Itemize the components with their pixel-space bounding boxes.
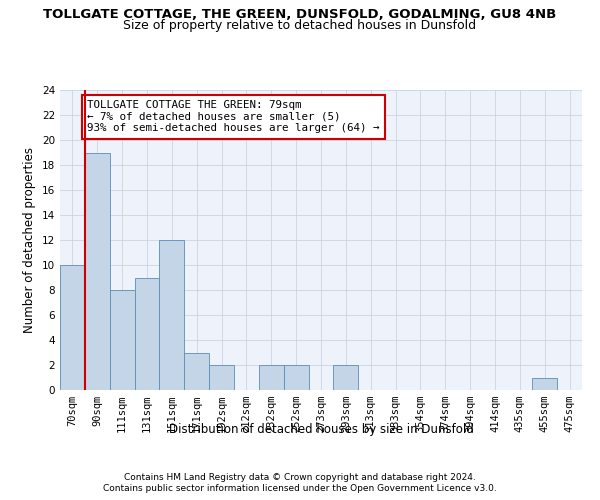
Text: Contains HM Land Registry data © Crown copyright and database right 2024.: Contains HM Land Registry data © Crown c… [124,472,476,482]
Bar [532,378,557,390]
Bar [334,365,358,390]
Bar [85,152,110,390]
Bar [160,240,184,390]
Bar [284,365,308,390]
Bar [110,290,134,390]
Text: Contains public sector information licensed under the Open Government Licence v3: Contains public sector information licen… [103,484,497,493]
Text: Distribution of detached houses by size in Dunsfold: Distribution of detached houses by size … [169,422,473,436]
Bar [134,278,160,390]
Bar [259,365,284,390]
Bar [184,352,209,390]
Text: TOLLGATE COTTAGE THE GREEN: 79sqm
← 7% of detached houses are smaller (5)
93% of: TOLLGATE COTTAGE THE GREEN: 79sqm ← 7% o… [88,100,380,133]
Bar [60,265,85,390]
Text: Size of property relative to detached houses in Dunsfold: Size of property relative to detached ho… [124,18,476,32]
Bar [209,365,234,390]
Y-axis label: Number of detached properties: Number of detached properties [23,147,37,333]
Text: TOLLGATE COTTAGE, THE GREEN, DUNSFOLD, GODALMING, GU8 4NB: TOLLGATE COTTAGE, THE GREEN, DUNSFOLD, G… [43,8,557,20]
